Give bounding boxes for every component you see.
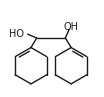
Text: OH: OH <box>64 22 79 32</box>
Text: HO: HO <box>9 29 24 39</box>
